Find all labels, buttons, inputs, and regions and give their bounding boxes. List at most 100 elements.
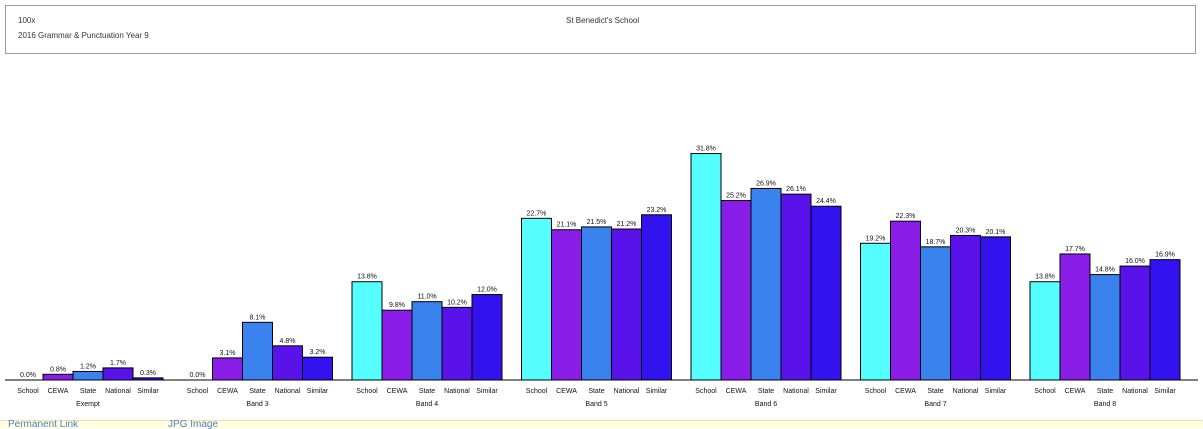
series-tick-band-3-similar: Similar bbox=[307, 388, 329, 395]
group-label-band-5: Band 5 bbox=[585, 401, 607, 408]
value-label-band-6-cewa: 25.2% bbox=[726, 193, 746, 200]
value-label-exempt-similar: 0.3% bbox=[140, 370, 156, 377]
bar-band-6-state bbox=[750, 187, 782, 381]
series-tick-exempt-similar: Similar bbox=[137, 388, 159, 395]
jpg-image-link[interactable]: JPG Image bbox=[168, 420, 219, 429]
value-label-exempt-state: 1.2% bbox=[80, 363, 96, 370]
bar-band-7-national bbox=[950, 234, 981, 381]
bar-band-5-school bbox=[521, 217, 552, 381]
value-label-band-6-similar: 24.4% bbox=[816, 198, 836, 205]
bar-exempt-state bbox=[72, 370, 104, 381]
series-tick-band-8-school: School bbox=[1034, 388, 1056, 395]
series-tick-band-7-cewa: CEWA bbox=[895, 388, 916, 395]
bar-band-5-cewa bbox=[551, 229, 582, 381]
series-tick-band-5-school: School bbox=[526, 388, 548, 395]
value-label-band-7-national: 20.3% bbox=[956, 227, 976, 234]
bar-band-3-similar bbox=[302, 356, 333, 381]
value-label-exempt-school: 0.0% bbox=[20, 372, 36, 379]
series-tick-band-5-similar: Similar bbox=[646, 388, 668, 395]
bar-band-7-school bbox=[860, 242, 891, 381]
series-tick-band-7-school: School bbox=[865, 388, 887, 395]
bar-band-3-state bbox=[242, 321, 273, 381]
value-label-band-7-state: 18.7% bbox=[926, 239, 946, 246]
value-label-exempt-national: 1.7% bbox=[110, 360, 126, 367]
group-label-band-3: Band 3 bbox=[246, 401, 268, 408]
bar-band-4-state bbox=[411, 301, 443, 381]
series-tick-band-5-state: State bbox=[588, 388, 604, 395]
value-label-band-3-state: 8.1% bbox=[250, 314, 266, 321]
value-label-band-7-similar: 20.1% bbox=[986, 229, 1006, 236]
value-label-band-4-cewa: 9.8% bbox=[389, 302, 405, 309]
value-label-band-4-national: 10.2% bbox=[447, 299, 467, 306]
value-label-band-4-similar: 12.0% bbox=[477, 287, 497, 294]
value-label-band-5-state: 21.5% bbox=[587, 219, 607, 226]
group-label-exempt: Exempt bbox=[76, 401, 100, 408]
series-tick-band-3-cewa: CEWA bbox=[217, 388, 238, 395]
bar-band-5-similar bbox=[641, 214, 672, 381]
bar-band-5-state bbox=[581, 226, 612, 381]
series-tick-band-5-national: National bbox=[614, 388, 640, 395]
series-tick-band-6-cewa: CEWA bbox=[726, 388, 747, 395]
value-label-band-8-state: 14.8% bbox=[1095, 267, 1115, 274]
bar-band-6-national bbox=[780, 193, 812, 381]
value-label-band-8-cewa: 17.7% bbox=[1065, 246, 1085, 253]
bar-band-6-similar bbox=[810, 205, 842, 381]
series-tick-band-6-school: School bbox=[695, 388, 717, 395]
value-label-band-4-state: 11.0% bbox=[417, 294, 436, 301]
bar-band-7-similar bbox=[980, 236, 1011, 381]
bar-band-8-national bbox=[1119, 265, 1151, 381]
series-tick-band-6-similar: Similar bbox=[815, 388, 837, 395]
series-tick-band-8-similar: Similar bbox=[1154, 388, 1176, 395]
series-tick-band-4-similar: Similar bbox=[476, 388, 498, 395]
bar-band-6-school bbox=[690, 153, 722, 381]
bar-band-8-similar bbox=[1149, 259, 1181, 381]
value-label-band-8-similar: 16.9% bbox=[1155, 252, 1175, 259]
bar-band-8-school bbox=[1029, 281, 1061, 381]
value-label-band-3-similar: 3.2% bbox=[310, 349, 326, 356]
value-label-band-5-national: 21.2% bbox=[617, 221, 637, 228]
series-tick-band-6-national: National bbox=[783, 388, 809, 395]
series-tick-exempt-cewa: CEWA bbox=[48, 388, 69, 395]
series-tick-exempt-state: State bbox=[80, 388, 96, 395]
bar-band-4-school bbox=[351, 281, 383, 381]
value-label-band-6-national: 26.1% bbox=[786, 186, 806, 193]
series-tick-band-4-state: State bbox=[419, 388, 435, 395]
series-tick-band-4-school: School bbox=[356, 388, 378, 395]
value-label-band-5-school: 22.7% bbox=[527, 210, 547, 217]
bar-band-7-state bbox=[920, 246, 951, 381]
series-tick-band-4-cewa: CEWA bbox=[387, 388, 408, 395]
bar-band-8-state bbox=[1089, 274, 1121, 381]
bar-exempt-similar bbox=[132, 377, 164, 381]
series-tick-band-6-state: State bbox=[758, 388, 774, 395]
permanent-link[interactable]: Permanent Link bbox=[8, 420, 79, 429]
bar-band-3-national bbox=[272, 345, 303, 381]
report-code: 100x bbox=[18, 16, 36, 25]
value-label-band-8-school: 13.8% bbox=[1035, 274, 1055, 281]
series-tick-band-7-national: National bbox=[953, 388, 979, 395]
value-label-band-3-school: 0.0% bbox=[190, 372, 206, 379]
band-distribution-chart: 0.0% School 0.8% CEWA 1.2% State 1.7% National 0… bbox=[5, 146, 1198, 408]
value-label-band-7-school: 19.2% bbox=[866, 235, 886, 242]
bar-band-4-national bbox=[441, 306, 473, 381]
value-label-band-6-school: 31.8% bbox=[696, 146, 716, 153]
school-name: St Benedict's School bbox=[566, 16, 640, 25]
series-tick-band-8-state: State bbox=[1097, 388, 1113, 395]
series-tick-band-3-school: School bbox=[187, 388, 209, 395]
series-tick-band-8-cewa: CEWA bbox=[1065, 388, 1086, 395]
value-label-band-3-national: 4.8% bbox=[280, 338, 296, 345]
series-tick-band-7-state: State bbox=[927, 388, 943, 395]
series-tick-band-7-similar: Similar bbox=[985, 388, 1007, 395]
series-tick-band-3-national: National bbox=[275, 388, 301, 395]
group-label-band-6: Band 6 bbox=[755, 401, 777, 408]
value-label-band-6-state: 26.9% bbox=[756, 180, 776, 187]
series-tick-band-8-national: National bbox=[1122, 388, 1148, 395]
bar-band-4-similar bbox=[471, 294, 503, 381]
series-tick-band-5-cewa: CEWA bbox=[556, 388, 577, 395]
bar-band-5-national bbox=[611, 228, 642, 381]
value-label-exempt-cewa: 0.8% bbox=[50, 366, 66, 373]
series-tick-band-3-state: State bbox=[249, 388, 265, 395]
footer-bar bbox=[0, 420, 1203, 429]
value-label-band-5-cewa: 21.1% bbox=[557, 222, 577, 229]
group-label-band-4: Band 4 bbox=[416, 401, 438, 408]
bar-band-3-cewa bbox=[212, 357, 243, 381]
